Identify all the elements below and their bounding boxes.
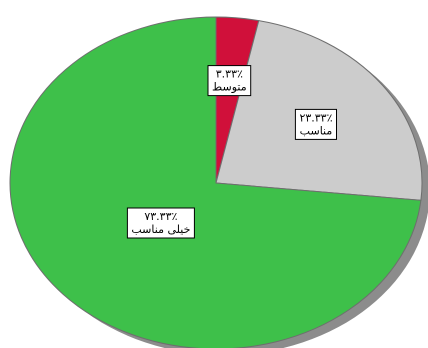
- pie-label-2: ٧٣.٣٣٪ خیلی مناسب: [126, 207, 195, 239]
- pie-label-name-0: متوسط: [212, 81, 247, 94]
- pie-label-value-2: ٧٣.٣٣٪: [144, 210, 177, 223]
- pie-label-1: ٢٣.٣٣٪ مناسب: [294, 108, 337, 140]
- pie-label-box-1: [294, 108, 337, 140]
- pie-slice-2: [9, 16, 422, 348]
- pie-label-value-1: ٢٣.٣٣٪: [299, 111, 332, 124]
- pie-label-0: ٣.٣٣٪ متوسط: [207, 65, 252, 97]
- pie-label-box-2: [126, 207, 195, 239]
- pie-label-name-2: خیلی مناسب: [131, 223, 190, 236]
- pie-label-box-0: [207, 65, 252, 97]
- pie-label-name-1: مناسب: [300, 124, 333, 137]
- pie-label-group: ٣.٣٣٪ متوسط ٢٣.٣٣٪ مناسب ٧٣.٣٣٪ خیلی منا…: [126, 65, 337, 239]
- pie-label-value-0: ٣.٣٣٪: [216, 68, 243, 81]
